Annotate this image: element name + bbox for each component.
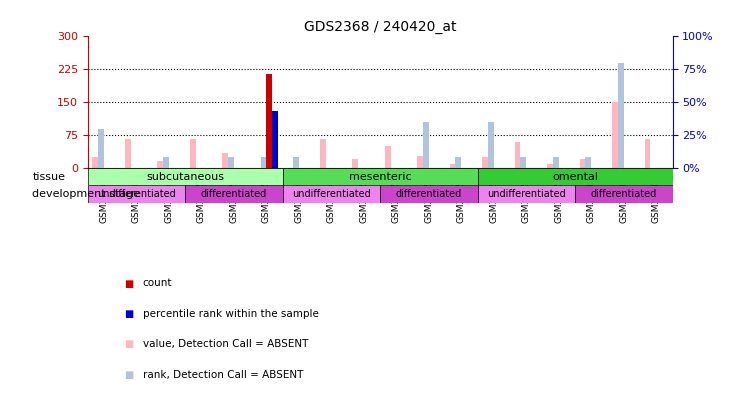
Bar [293, 158, 299, 168]
Text: ■: ■ [124, 339, 134, 349]
Bar [612, 102, 618, 168]
Text: value, Detection Call = ABSENT: value, Detection Call = ABSENT [143, 339, 308, 349]
Text: differentiated: differentiated [591, 189, 657, 199]
Bar [450, 164, 455, 168]
Bar [163, 158, 169, 168]
Text: tissue: tissue [32, 172, 66, 181]
Text: percentile rank within the sample: percentile rank within the sample [143, 309, 319, 319]
Bar [380, 185, 477, 202]
Text: development stage: development stage [32, 189, 140, 199]
Bar [283, 168, 477, 185]
Bar [385, 146, 390, 168]
Bar [417, 156, 423, 168]
Bar [266, 74, 272, 168]
Bar [455, 158, 461, 168]
Bar [88, 168, 283, 185]
Text: undifferentiated: undifferentiated [292, 189, 371, 199]
Bar [125, 139, 131, 168]
Bar [477, 168, 673, 185]
Bar [645, 139, 651, 168]
Bar [228, 158, 234, 168]
Bar [260, 158, 266, 168]
Text: mesenteric: mesenteric [349, 172, 412, 181]
Bar [157, 162, 163, 168]
Text: differentiated: differentiated [201, 189, 267, 199]
Bar [423, 122, 429, 168]
Bar [488, 122, 494, 168]
Bar [98, 128, 104, 168]
Bar [272, 111, 278, 168]
Bar [477, 185, 575, 202]
Bar [618, 63, 624, 168]
Bar [482, 157, 488, 168]
Text: count: count [143, 279, 172, 288]
Text: undifferentiated: undifferentiated [487, 189, 566, 199]
Bar [92, 157, 98, 168]
Bar [185, 185, 283, 202]
Text: ■: ■ [124, 370, 134, 379]
Bar [575, 185, 673, 202]
Bar [319, 139, 325, 168]
Text: undifferentiated: undifferentiated [97, 189, 176, 199]
Bar [580, 159, 586, 168]
Text: differentiated: differentiated [395, 189, 462, 199]
Text: ■: ■ [124, 309, 134, 319]
Bar [222, 153, 228, 168]
Bar [553, 158, 558, 168]
Text: rank, Detection Call = ABSENT: rank, Detection Call = ABSENT [143, 370, 303, 379]
Bar [283, 185, 380, 202]
Bar [586, 158, 591, 168]
Bar [190, 139, 196, 168]
Bar [547, 164, 553, 168]
Title: GDS2368 / 240420_at: GDS2368 / 240420_at [304, 20, 456, 34]
Text: omental: omental [552, 172, 598, 181]
Bar [520, 158, 526, 168]
Bar [515, 142, 520, 168]
Bar [352, 159, 358, 168]
Bar [88, 185, 185, 202]
Text: ■: ■ [124, 279, 134, 288]
Text: subcutaneous: subcutaneous [146, 172, 224, 181]
